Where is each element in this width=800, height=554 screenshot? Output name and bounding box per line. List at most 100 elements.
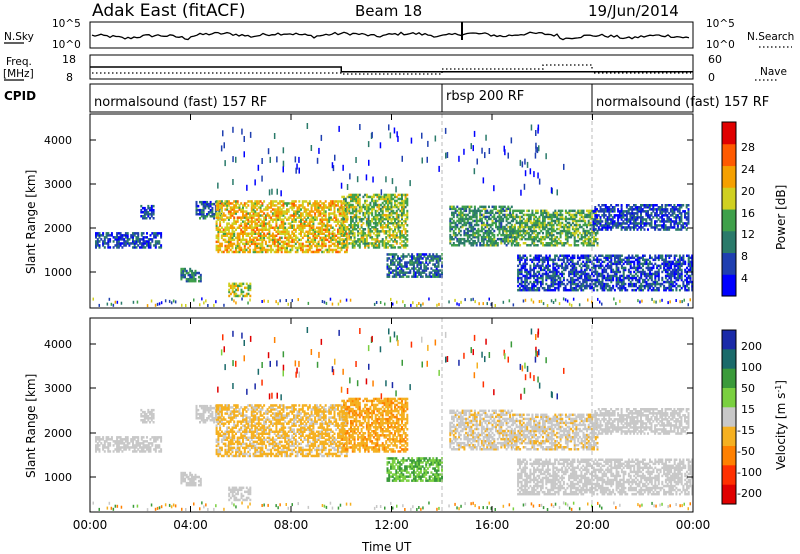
power-echo-cell <box>529 270 532 274</box>
power-echo-cell <box>452 219 455 223</box>
power-echo-cell <box>257 224 260 227</box>
power-echo-cell <box>180 273 183 277</box>
power-echo-cell <box>562 256 565 260</box>
power-echo-cell <box>622 220 625 223</box>
power-echo-cell <box>680 278 683 282</box>
power-echo-cell <box>625 226 628 229</box>
power-echo-cell <box>536 282 539 286</box>
power-echo-cell <box>142 215 144 218</box>
power-echo-cell <box>236 220 239 223</box>
power-echo-cell <box>286 202 288 205</box>
power-echo-cell <box>650 278 653 282</box>
power-echo-cell <box>582 270 585 274</box>
power-echo-cell <box>589 258 592 262</box>
power-echo-cell <box>449 227 452 231</box>
power-echo-cell <box>393 261 396 264</box>
power-echo-cell <box>619 278 622 282</box>
power-echo-cell <box>397 261 399 264</box>
power-echo-cell <box>254 220 257 223</box>
power-echo-cell <box>564 215 567 219</box>
power-echo-cell <box>401 213 403 217</box>
power-echo-cell <box>399 201 402 205</box>
power-echo-cell <box>606 258 609 262</box>
power-echo-cell <box>395 209 398 213</box>
power-echo-cell <box>561 272 564 276</box>
power-echo-cell <box>278 242 281 246</box>
power-echo-cell <box>350 242 352 245</box>
power-echo-cell <box>613 272 616 276</box>
power-echo-cell <box>142 217 144 220</box>
power-echo-cell <box>310 226 313 229</box>
power-echo-cell <box>414 275 417 278</box>
power-echo-cell <box>449 221 452 225</box>
power-echo-cell <box>594 231 597 235</box>
power-echo-cell <box>369 234 372 237</box>
power-echo-cell <box>329 208 332 211</box>
power-echo-cell <box>360 207 363 211</box>
power-echo-cell <box>589 237 592 241</box>
power-echo-cell <box>548 288 551 292</box>
power-echo-cell <box>277 212 280 215</box>
power-echo-cell <box>406 234 409 237</box>
power-echo-cell <box>147 206 150 210</box>
power-echo-cell <box>150 208 153 212</box>
power-echo-cell <box>580 270 583 274</box>
power-echo-cell <box>610 278 613 282</box>
power-echo-cell <box>401 195 403 199</box>
power-echo-cell <box>301 246 304 250</box>
power-echo-cell <box>569 282 572 286</box>
power-echo-cell <box>458 244 461 247</box>
power-echo-cell <box>329 200 332 203</box>
power-echo-cell <box>566 256 569 260</box>
power-echo-cell <box>520 225 523 229</box>
power-echo-cell <box>338 226 341 229</box>
power-echo-cell <box>233 282 236 286</box>
power-echo-cell <box>331 218 334 221</box>
power-echo-cell <box>217 206 220 209</box>
power-echo-cell <box>397 197 400 201</box>
power-echo-cell <box>357 232 360 235</box>
power-echo-cell <box>224 246 227 250</box>
power-echo-cell <box>486 219 489 223</box>
power-echo-cell <box>527 227 530 231</box>
power-echo-cell <box>510 213 513 217</box>
power-echo-cell <box>233 200 236 203</box>
power-echo-cell <box>610 210 613 213</box>
power-echo-cell <box>142 232 145 235</box>
power-echo-cell <box>103 236 106 239</box>
power-echo-cell <box>585 262 588 266</box>
power-echo-cell <box>350 203 352 207</box>
power-echo-cell <box>233 204 236 207</box>
power-echo-cell <box>322 212 325 215</box>
power-echo-cell <box>394 236 396 239</box>
power-echo-cell <box>298 246 301 250</box>
power-echo-cell <box>322 236 325 240</box>
cpid-label: CPID <box>4 89 36 103</box>
power-echo-cell <box>250 210 253 213</box>
power-echo-cell <box>226 222 229 225</box>
power-echo-cell <box>520 258 523 262</box>
power-echo-cell <box>298 242 301 246</box>
power-echo-cell <box>278 232 281 235</box>
power-echo-cell <box>346 217 349 221</box>
power-echo-cell <box>362 240 365 243</box>
power-echo-cell <box>394 222 396 225</box>
power-echo-cell <box>301 250 304 254</box>
power-echo-cell <box>527 272 530 276</box>
power-echo-cell <box>191 279 193 283</box>
power-echo-cell <box>573 254 576 257</box>
power-echo-cell <box>226 240 229 244</box>
power-echo-cell <box>562 272 565 276</box>
power-echo-cell <box>533 235 536 239</box>
power-echo-cell <box>341 220 344 223</box>
power-echo-cell <box>387 207 389 211</box>
power-echo-cell <box>222 204 225 207</box>
power-echo-cell <box>135 242 138 245</box>
power-echo-cell <box>282 222 285 225</box>
power-echo-cell <box>575 286 578 290</box>
power-echo-cell <box>561 266 564 270</box>
power-echo-cell <box>636 274 639 278</box>
power-echo-cell <box>376 195 379 199</box>
power-echo-cell <box>145 211 148 214</box>
power-echo-cell <box>465 221 468 225</box>
